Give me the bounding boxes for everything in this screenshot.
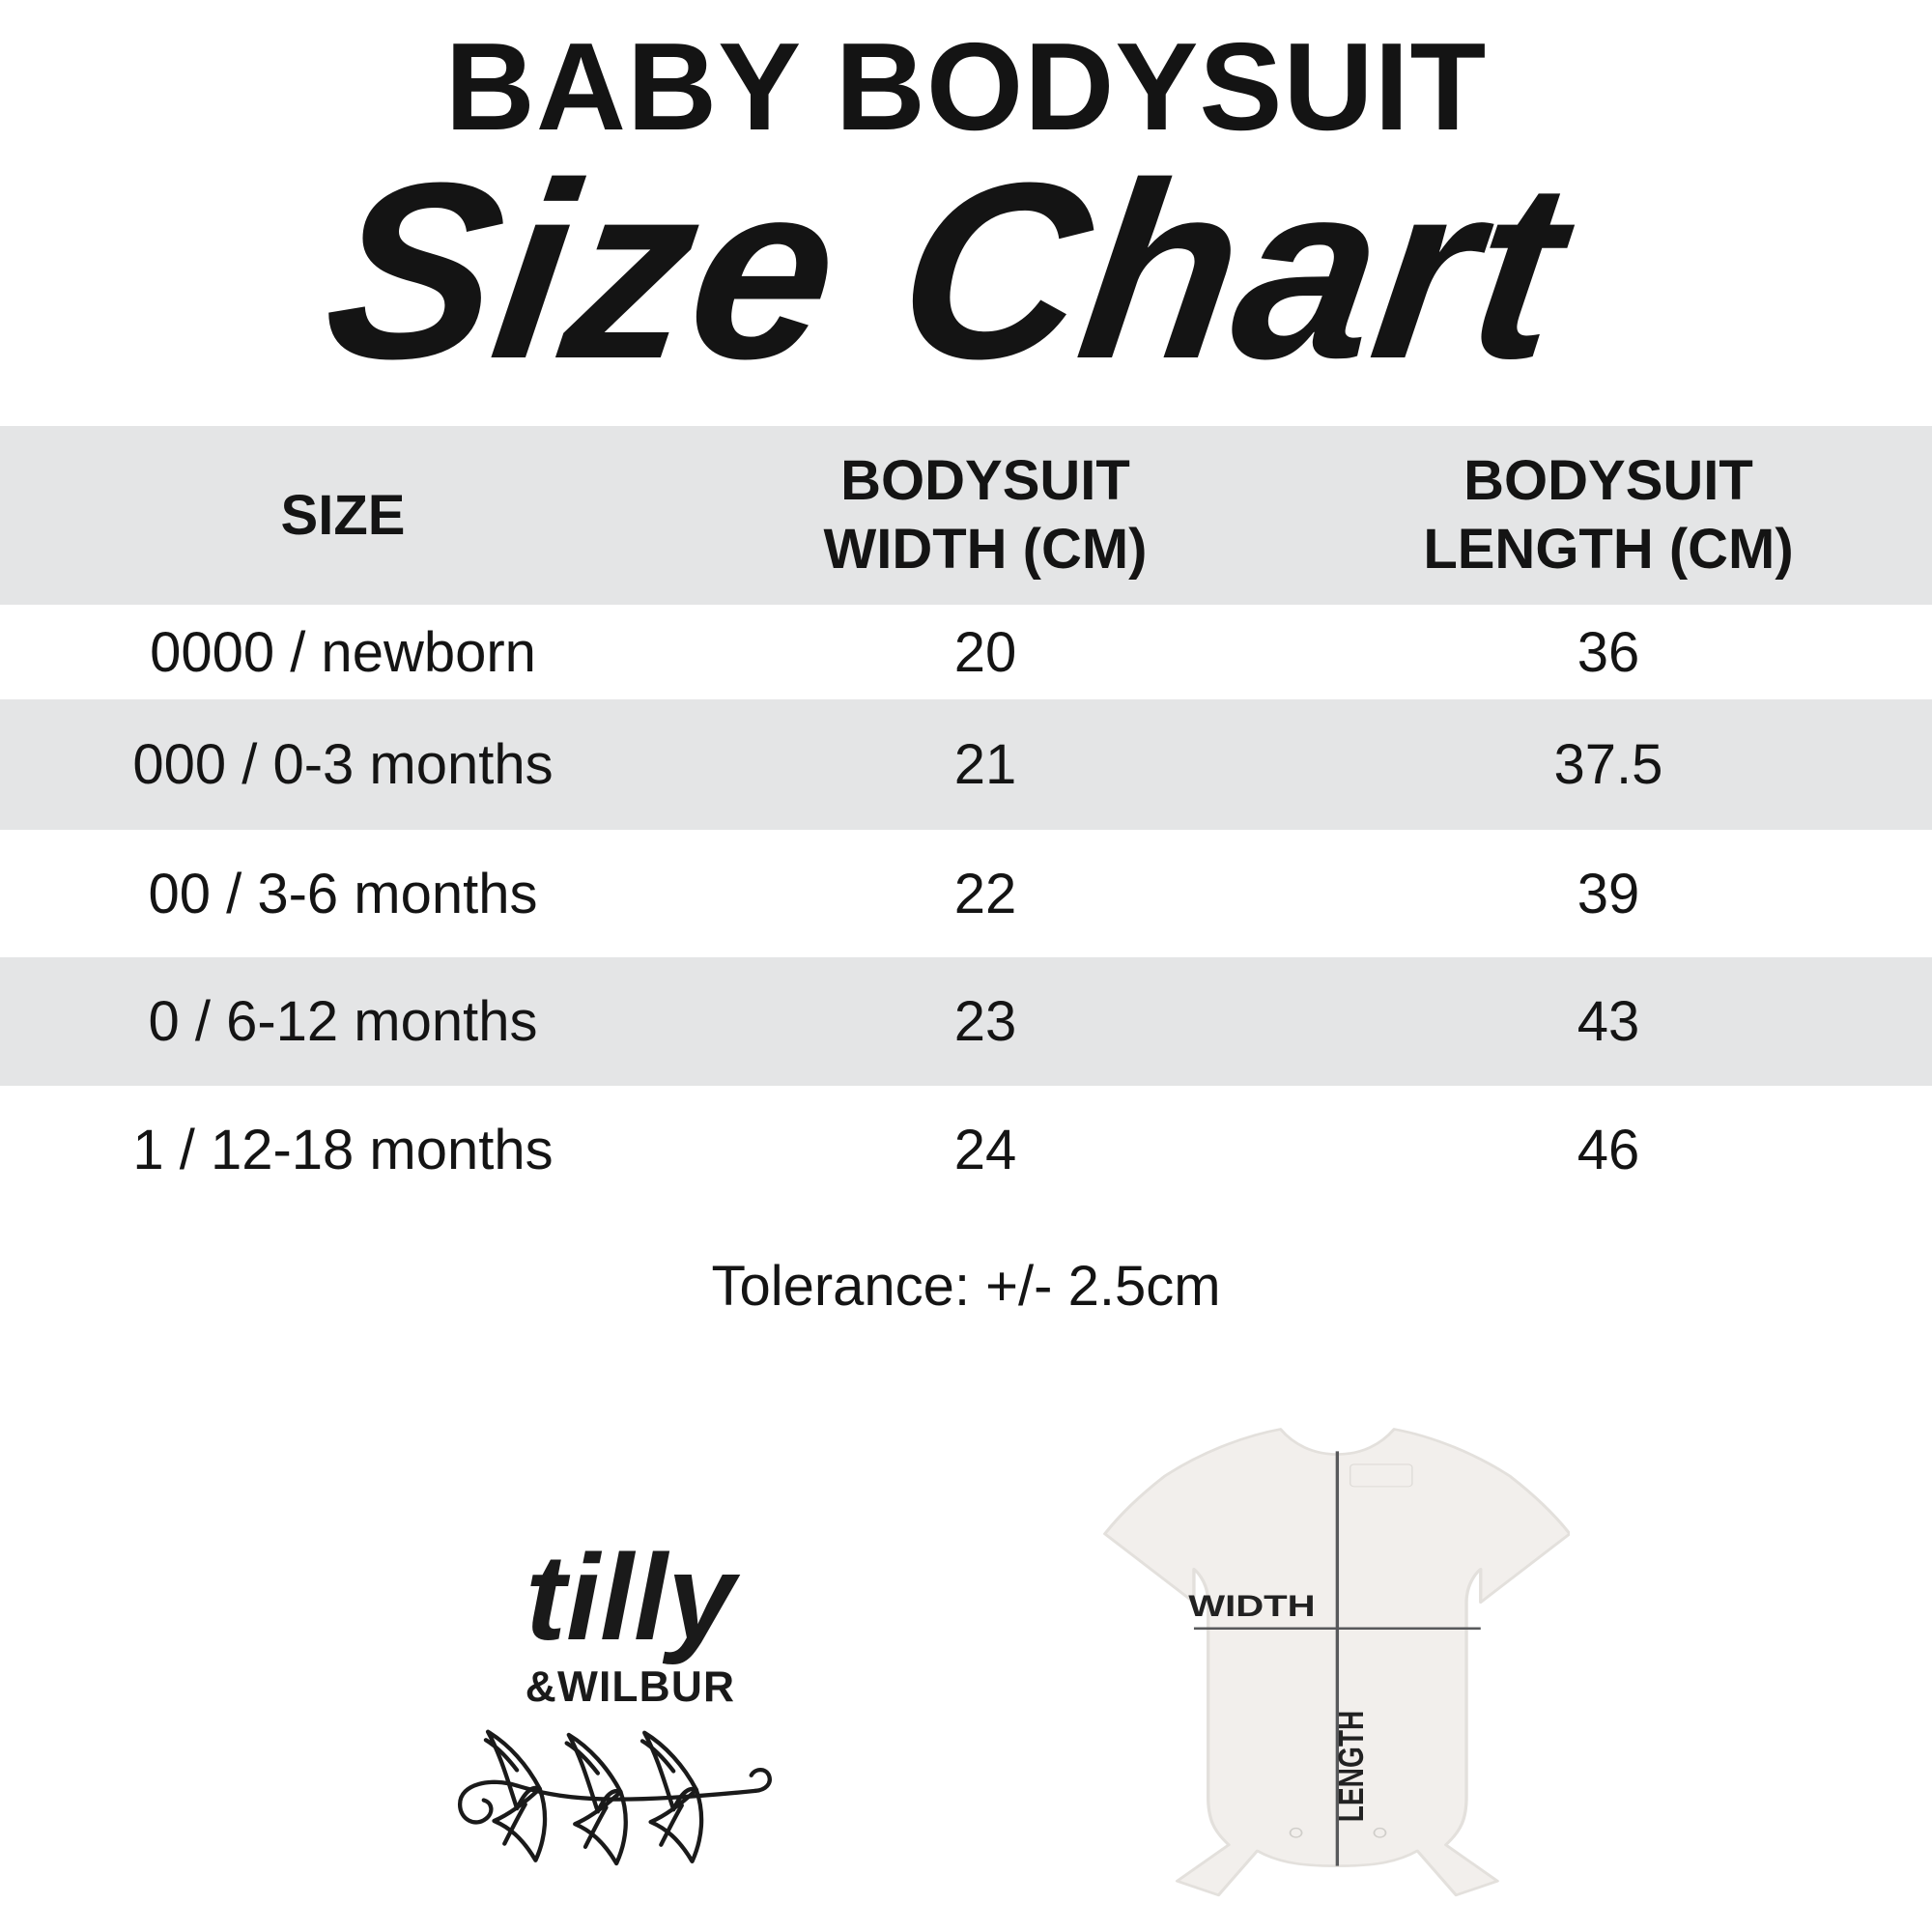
svg-text:Size Chart: Size Chart [312,130,1590,412]
svg-text:tilly: tilly [526,1529,741,1665]
svg-text:&WILBUR: &WILBUR [526,1663,735,1711]
svg-text:LENGTH: LENGTH [1332,1711,1371,1823]
svg-text:WIDTH: WIDTH [1188,1589,1315,1624]
